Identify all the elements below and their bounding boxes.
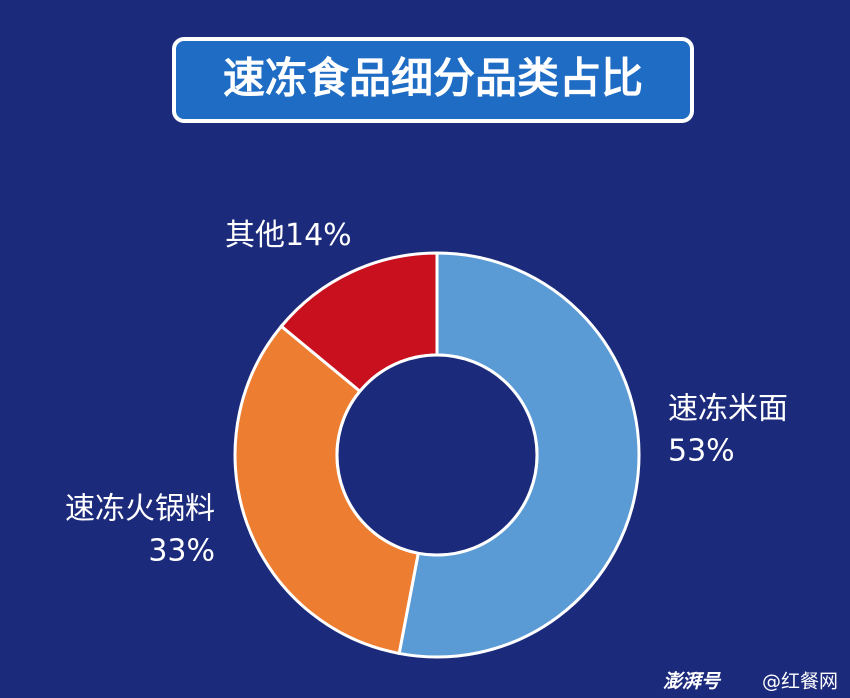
donut-hole [335, 353, 539, 557]
watermark-logo: 澎湃号 [663, 671, 722, 693]
value-label: 14% [285, 218, 352, 253]
category-label: 速冻火锅料 [65, 492, 215, 527]
value-label: 53% [668, 434, 735, 469]
slice-label: 其他14% [225, 218, 352, 253]
chart-title: 速冻食品细分品类占比 [223, 54, 643, 103]
watermark-source: @红餐网 [762, 671, 838, 693]
category-label: 速冻米面 [668, 392, 788, 427]
value-label: 33% [148, 534, 215, 569]
title-box [172, 37, 694, 123]
category-label: 其他 [225, 218, 285, 253]
